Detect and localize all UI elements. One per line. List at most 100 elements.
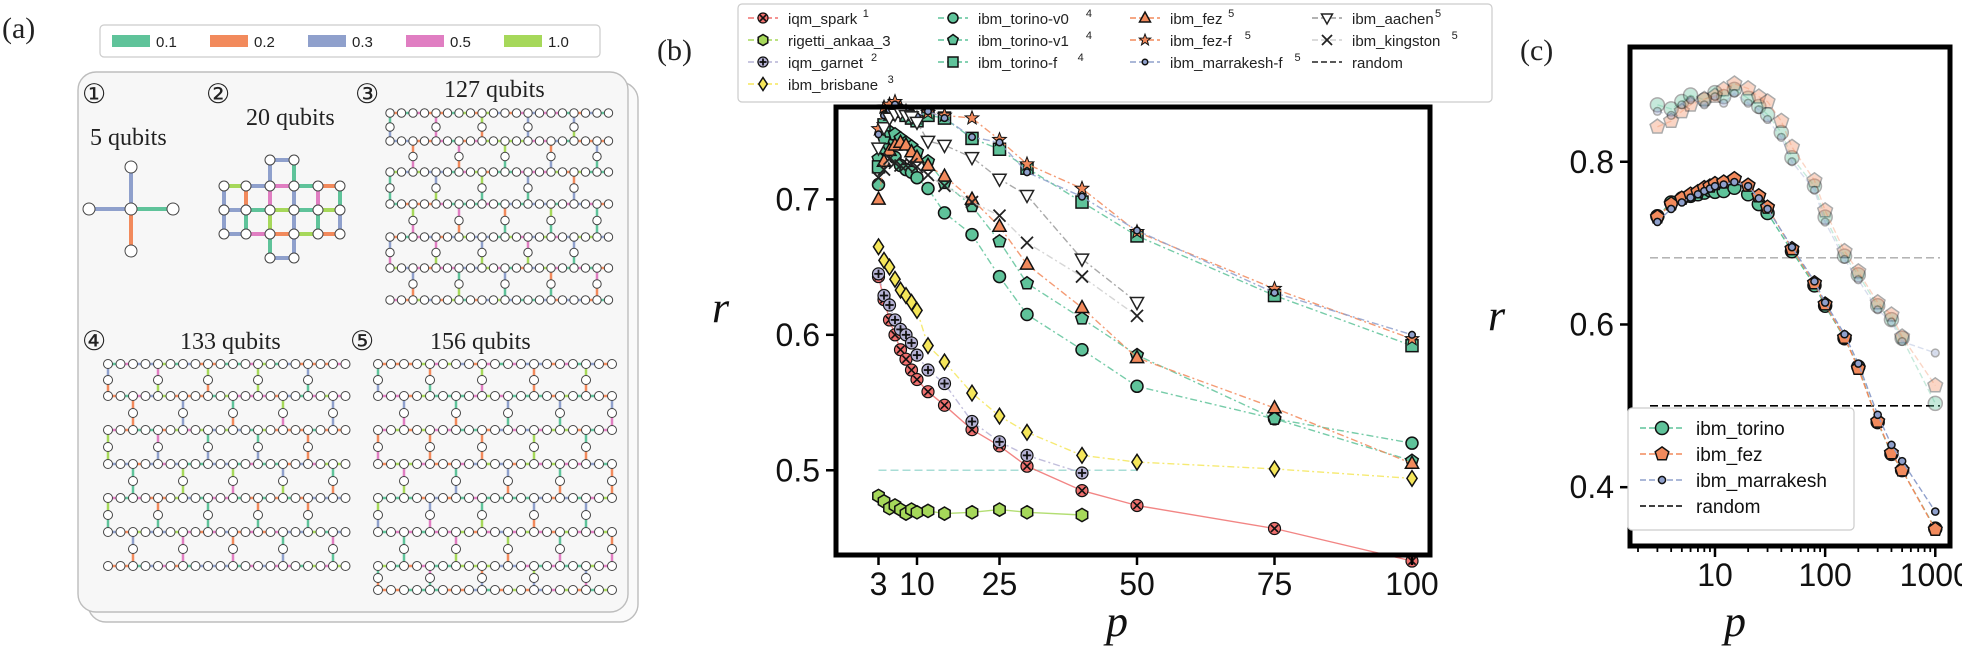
qubit-node bbox=[373, 561, 383, 571]
qubit-node bbox=[303, 459, 313, 469]
data-point bbox=[1750, 88, 1767, 104]
legend-label: 0.5 bbox=[450, 34, 471, 51]
qubit-node bbox=[557, 167, 568, 177]
qubit-node bbox=[516, 425, 526, 435]
qubit-node bbox=[265, 425, 276, 435]
qubit-node bbox=[503, 476, 513, 486]
qubit-node bbox=[218, 228, 230, 240]
qubit-node bbox=[128, 408, 138, 418]
qubit-node bbox=[165, 459, 176, 469]
data-point bbox=[1820, 298, 1830, 307]
qubit-node bbox=[385, 199, 395, 209]
qubit-node bbox=[581, 425, 591, 435]
qubit-node bbox=[500, 263, 510, 273]
qubit-node bbox=[592, 215, 602, 226]
qubit-node bbox=[454, 136, 464, 146]
data-point bbox=[1726, 81, 1743, 98]
qubit-node bbox=[607, 359, 617, 369]
data-point bbox=[1719, 98, 1729, 108]
panel-b: (b) iqm_spark 1 rigetti_ankaa_3 iqm_garnet 2… bbox=[657, 3, 1493, 646]
qubit-node bbox=[303, 425, 313, 435]
qubit-node bbox=[542, 561, 552, 571]
data-point bbox=[1020, 504, 1034, 520]
qubit-node bbox=[607, 408, 617, 418]
data-point bbox=[1810, 277, 1819, 286]
legend-swatch bbox=[406, 35, 444, 47]
qubit-node bbox=[190, 459, 201, 469]
data-point bbox=[1787, 242, 1797, 252]
qubit-node bbox=[412, 391, 422, 401]
data-point bbox=[1649, 118, 1666, 134]
legend-label: ibm_torino-f bbox=[978, 55, 1058, 72]
qubit-node bbox=[115, 391, 126, 401]
qubit-node bbox=[465, 263, 476, 273]
qubit-node bbox=[399, 408, 409, 418]
data-point bbox=[1887, 440, 1896, 450]
series-ibm_marrakeshfaint bbox=[1652, 88, 1940, 358]
qubit-node bbox=[412, 527, 422, 537]
qubit-node bbox=[500, 136, 510, 146]
panel-label-b: (b) bbox=[657, 34, 692, 67]
qubit-node bbox=[408, 108, 418, 118]
qubit-node bbox=[442, 167, 453, 177]
panel-b-ylabel: r bbox=[712, 283, 730, 332]
data-point bbox=[1836, 242, 1853, 259]
data-point bbox=[1075, 507, 1089, 523]
qubit-node bbox=[165, 391, 176, 401]
qubit-node bbox=[594, 359, 604, 369]
data-point bbox=[1077, 192, 1087, 201]
legend-superscript: 3 bbox=[888, 74, 894, 86]
qubit-node bbox=[264, 252, 276, 264]
data-point bbox=[1268, 459, 1281, 479]
qubit-node bbox=[153, 391, 163, 401]
data-point bbox=[938, 352, 951, 372]
qubit-node bbox=[477, 585, 487, 595]
panel-b-plot: 3 10 25 50 75 100 0.5 0.6 0.7 bbox=[776, 93, 1439, 602]
qubit-node bbox=[103, 493, 113, 503]
legend-marker bbox=[1321, 34, 1333, 46]
data-point bbox=[1850, 267, 1867, 283]
qubit-node bbox=[516, 585, 526, 595]
qubit-node bbox=[529, 527, 539, 537]
data-point bbox=[1699, 100, 1709, 110]
qubit-node bbox=[328, 408, 338, 418]
data-point bbox=[1270, 288, 1279, 297]
data-point bbox=[921, 181, 935, 196]
legend-marker bbox=[1654, 420, 1670, 436]
qubit-node bbox=[215, 493, 226, 503]
qubit-node bbox=[490, 359, 500, 369]
series-iqm_garnet bbox=[871, 267, 1089, 480]
qubit-node bbox=[340, 527, 351, 537]
data-point bbox=[1019, 189, 1035, 205]
y-tick-label: 0.6 bbox=[776, 317, 820, 353]
data-point bbox=[1715, 88, 1732, 105]
qubit-node bbox=[607, 391, 617, 401]
data-point bbox=[893, 343, 908, 357]
qubit-node bbox=[140, 359, 151, 369]
qubit-node bbox=[190, 391, 201, 401]
qubit-node bbox=[490, 425, 500, 435]
qubit-node bbox=[580, 108, 591, 118]
qubit-node bbox=[412, 561, 422, 571]
panel-a: (a) 0.1 0.2 0.3 0.5 1.0 ① 5 qubits ② 20 qubi… bbox=[2, 12, 639, 623]
qubit-node bbox=[529, 375, 539, 385]
qubit-node bbox=[529, 573, 539, 583]
qubit-node bbox=[546, 232, 556, 242]
qubit-node bbox=[315, 493, 326, 503]
qubit-node bbox=[190, 359, 201, 369]
qubit-node bbox=[140, 391, 151, 401]
data-point bbox=[1853, 275, 1863, 285]
qubit-node bbox=[290, 359, 301, 369]
qubit-node bbox=[240, 527, 251, 537]
data-point bbox=[937, 206, 952, 220]
qubit-node bbox=[315, 561, 326, 571]
qubit-node bbox=[218, 204, 230, 216]
series-line bbox=[877, 276, 1413, 562]
qubit-node bbox=[454, 167, 464, 177]
qubit-node bbox=[529, 493, 539, 503]
qubit-node bbox=[153, 459, 163, 469]
qubit-node bbox=[203, 561, 213, 571]
qubit-node bbox=[477, 510, 487, 520]
data-point bbox=[1130, 498, 1144, 513]
qubit-node bbox=[607, 544, 617, 554]
